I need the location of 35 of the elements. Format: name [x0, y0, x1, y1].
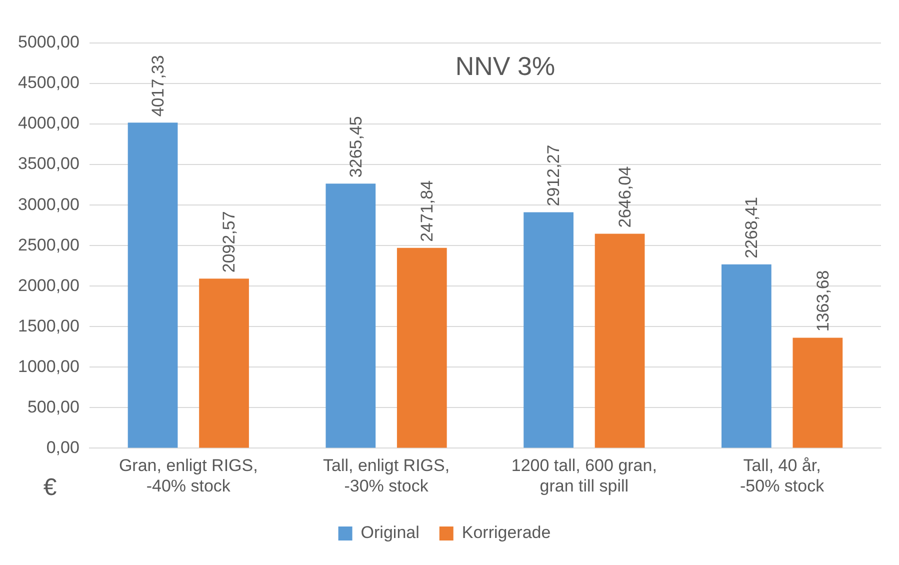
y-tick-label: 3000,00: [18, 194, 80, 214]
x-tick-label: Tall, enligt RIGS, -30% stock: [322, 456, 450, 496]
y-tick-label: 1000,00: [18, 356, 80, 376]
bar: [722, 264, 772, 448]
y-tick-label: 4000,00: [18, 114, 80, 133]
y-tick-label: 5000,00: [18, 32, 80, 52]
x-tick-label: 1200 tall, 600 gran, gran till spill: [511, 456, 657, 496]
data-label: 1363,68: [813, 270, 832, 332]
y-tick-label: 3500,00: [18, 154, 80, 174]
data-label: 2471,84: [418, 180, 437, 242]
bar: [128, 122, 178, 448]
bar: [199, 278, 249, 448]
x-tick-label: Tall, 40 år, -50% stock: [740, 456, 825, 496]
legend-label: Korrigerade: [462, 523, 551, 542]
data-label: 2912,27: [544, 144, 564, 206]
bar: [792, 338, 843, 448]
y-axis-title: €: [43, 474, 58, 501]
bar: [594, 234, 645, 448]
data-label: 2092,57: [220, 211, 239, 273]
data-label: 2646,04: [615, 166, 634, 228]
bar: [524, 212, 574, 448]
y-tick-label: 500,00: [27, 397, 80, 416]
bar: [396, 248, 447, 448]
bar: [326, 184, 376, 448]
data-label: 2268,41: [742, 196, 762, 258]
x-tick-label: Gran, enligt RIGS, -40% stock: [118, 456, 258, 496]
y-tick-label: 2000,00: [18, 276, 80, 295]
chart-title: NNV 3%: [455, 51, 556, 82]
y-tick-label: 0,00: [46, 438, 80, 457]
y-tick-label: 4500,00: [18, 73, 80, 92]
legend-label: Original: [360, 523, 420, 542]
data-label: 4017,33: [148, 55, 168, 117]
y-tick-label: 2500,00: [18, 235, 80, 254]
y-tick-label: 1500,00: [18, 316, 80, 336]
data-label: 3265,45: [346, 116, 366, 178]
